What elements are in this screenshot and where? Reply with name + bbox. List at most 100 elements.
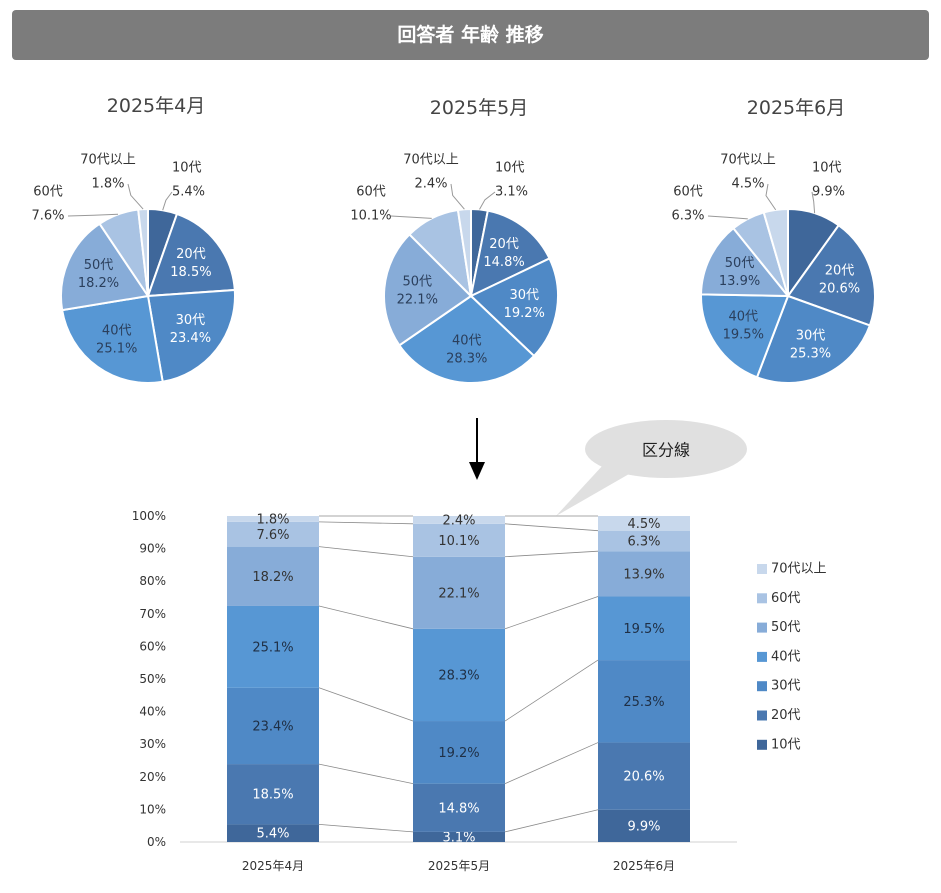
bar-segment-2 (598, 742, 690, 810)
legend-swatch (757, 681, 767, 692)
slice-category-label: 20代 (176, 247, 206, 262)
callout-bubble (585, 420, 747, 478)
bar-segment-5 (413, 556, 505, 629)
slice-value-label: 23.4% (170, 331, 211, 346)
y-tick-label: 0% (147, 835, 166, 849)
bar-segment-1 (227, 824, 319, 842)
bar-value-label: 3.1% (442, 830, 475, 845)
bar-value-label: 6.3% (627, 534, 660, 549)
bar-value-label: 4.5% (627, 517, 660, 532)
bar-value-label: 25.1% (252, 640, 293, 655)
y-tick-label: 80% (139, 574, 166, 588)
bar-segment-7 (227, 516, 319, 522)
bar-value-label: 25.3% (623, 695, 664, 710)
slice-category-label: 50代 (84, 258, 114, 273)
legend-label: 30代 (771, 679, 801, 694)
outside-category-label: 10代 (495, 161, 525, 176)
bar-segment-6 (413, 523, 505, 557)
outside-value-label: 6.3% (671, 209, 704, 224)
bar-value-label: 5.4% (256, 827, 289, 842)
outside-value-label: 2.4% (414, 177, 447, 192)
division-line (504, 596, 599, 630)
bar-value-label: 18.2% (252, 570, 293, 585)
slice-value-label: 13.9% (719, 274, 760, 289)
outside-value-label: 3.1% (495, 185, 528, 200)
bar-value-label: 20.6% (623, 770, 664, 785)
pie-slice-7 (137, 207, 149, 297)
page-title: 回答者 年齢 推移 (397, 24, 544, 46)
legend-label: 60代 (771, 591, 801, 606)
bar-segment-3 (413, 721, 505, 784)
outside-category-label: 60代 (33, 185, 63, 200)
slice-value-label: 20.6% (819, 281, 860, 296)
outside-value-label: 1.8% (91, 177, 124, 192)
outside-category-label: 60代 (356, 185, 386, 200)
leader-line (162, 191, 173, 211)
leader-line (811, 191, 816, 214)
bar-segment-1 (413, 831, 505, 842)
outside-value-label: 7.6% (31, 209, 64, 224)
division-line (318, 824, 414, 833)
bar-value-label: 10.1% (438, 534, 479, 549)
y-tick-label: 90% (139, 542, 166, 556)
bar-value-label: 7.6% (256, 528, 289, 543)
legend-label: 70代以上 (771, 562, 827, 577)
pie-title: 2025年5月 (430, 97, 528, 119)
pie-slice-4 (61, 294, 164, 384)
y-tick-label: 40% (139, 705, 166, 719)
pie-title: 2025年6月 (747, 97, 845, 119)
division-line (504, 523, 599, 532)
pie-slice-2 (146, 212, 236, 298)
y-tick-label: 60% (139, 639, 166, 653)
pie-slice-2 (469, 209, 551, 298)
legend-swatch (757, 593, 767, 604)
bar-value-label: 9.9% (627, 819, 660, 834)
outside-category-label: 60代 (673, 185, 703, 200)
bar-value-label: 28.3% (438, 668, 479, 683)
x-tick-label: 2025年5月 (428, 859, 490, 873)
pie-slice-3 (469, 257, 559, 358)
bar-value-label: 13.9% (623, 567, 664, 582)
bar-segment-5 (598, 551, 690, 597)
outside-category-label: 70代以上 (403, 153, 459, 168)
slice-value-label: 19.5% (723, 328, 764, 343)
bar-value-label: 18.5% (252, 788, 293, 803)
leader-line (765, 183, 777, 211)
pie-slice-4 (397, 294, 536, 384)
division-line (318, 687, 414, 722)
slice-category-label: 20代 (489, 237, 519, 252)
bar-segment-3 (227, 687, 319, 765)
bar-segment-4 (598, 596, 690, 661)
pie-chart-3: 2025年6月 20代 20.6% 30代 25.3% 40代 19.5% 50代 13.9% 1… (671, 97, 876, 384)
slice-category-label: 30代 (510, 288, 540, 303)
slice-category-label: 30代 (796, 329, 826, 344)
slice-category-label: 40代 (102, 323, 132, 338)
slice-category-label: 20代 (825, 263, 855, 278)
pie-slice-2 (786, 223, 876, 327)
pie-slice-5 (700, 226, 791, 298)
slice-value-label: 14.8% (483, 255, 524, 270)
slice-value-label: 25.3% (790, 347, 831, 362)
leader-line (390, 215, 432, 219)
slice-value-label: 22.1% (397, 293, 438, 308)
division-line (318, 605, 414, 630)
legend-swatch (757, 651, 767, 662)
pie-slice-7 (456, 207, 472, 297)
x-tick-label: 2025年4月 (242, 859, 304, 873)
bar-value-label: 19.5% (623, 622, 664, 637)
bar-value-label: 1.8% (256, 512, 289, 527)
down-arrow-head (469, 462, 485, 480)
legend-label: 10代 (771, 737, 801, 752)
bar-segment-6 (598, 530, 690, 552)
y-tick-label: 70% (139, 607, 166, 621)
header-bar: 回答者 年齢 推移 (12, 10, 929, 60)
bar-value-label: 19.2% (438, 746, 479, 761)
outside-category-label: 10代 (172, 161, 202, 176)
bar-segment-7 (413, 516, 505, 524)
outside-category-label: 70代以上 (720, 153, 776, 168)
pie-slice-5 (382, 233, 473, 347)
division-line (318, 521, 414, 525)
bar-segment-2 (227, 764, 319, 825)
pie-slice-5 (60, 222, 150, 312)
